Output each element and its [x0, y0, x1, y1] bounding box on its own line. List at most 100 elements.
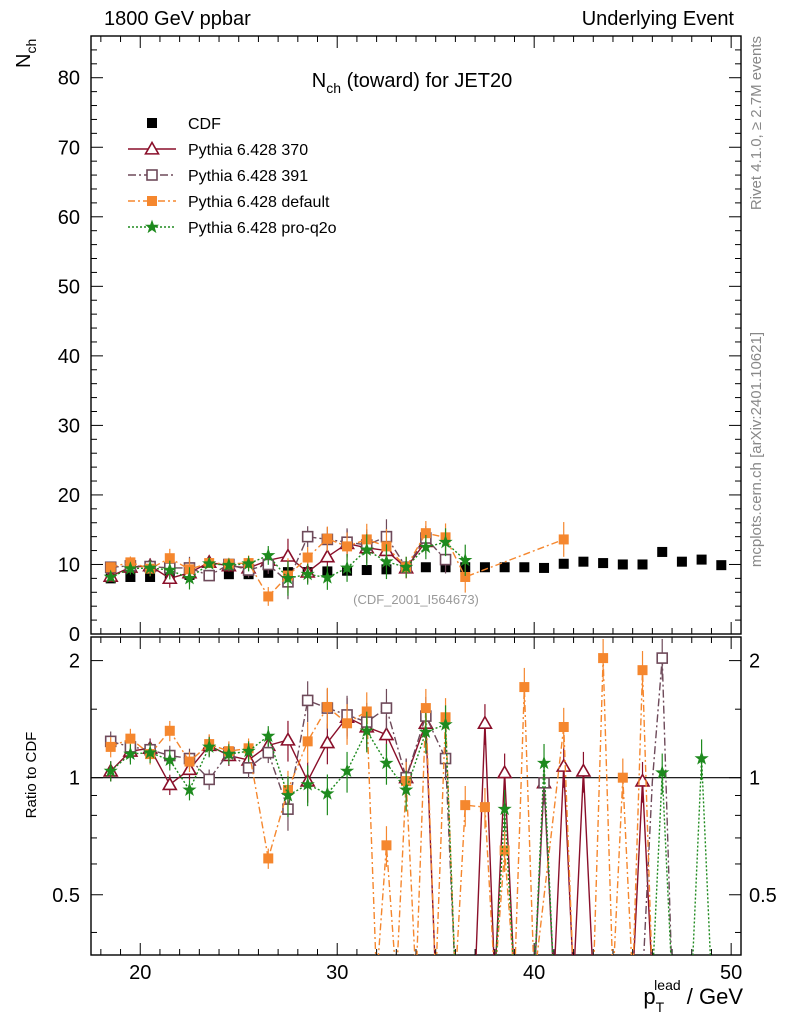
data-point — [103, 763, 118, 778]
data-point — [142, 745, 158, 759]
data-point — [123, 561, 138, 575]
watermark: (CDF_2001_I564673) — [353, 592, 479, 607]
data-point — [300, 777, 315, 791]
data-point — [322, 701, 333, 712]
data-point — [241, 743, 256, 758]
data-point — [458, 552, 473, 567]
y-tick-label: 40 — [58, 346, 80, 368]
data-point — [300, 566, 315, 581]
data-point — [598, 558, 609, 569]
data-point — [399, 559, 414, 574]
ratio-tick-label: 2 — [69, 651, 80, 673]
data-point — [182, 782, 197, 796]
data-point — [162, 562, 177, 577]
data-point — [378, 726, 395, 741]
data-point — [637, 665, 648, 676]
data-point — [182, 570, 197, 585]
data-point — [161, 776, 178, 791]
data-point — [223, 569, 234, 580]
legend-entry: Pythia 6.428 pro-q2o — [128, 219, 337, 237]
data-point — [105, 741, 116, 752]
chart-title: Nch (toward) for JET20 — [312, 70, 512, 96]
data-point — [202, 739, 217, 753]
data-point — [575, 762, 592, 777]
data-point — [262, 746, 275, 759]
data-point — [637, 559, 648, 570]
ratio-series-layer — [102, 638, 712, 955]
data-point — [147, 196, 157, 206]
data-point — [694, 751, 709, 765]
data-point — [519, 562, 530, 573]
data-point — [418, 539, 433, 554]
main-series-layer — [102, 519, 727, 606]
legend-entry: CDF — [147, 116, 221, 133]
data-point — [380, 702, 393, 714]
data-point — [578, 556, 589, 567]
data-point — [280, 570, 296, 585]
data-point — [339, 763, 355, 778]
data-point — [144, 219, 160, 234]
ratio-tick-label-right: 2 — [749, 651, 760, 673]
data-point — [125, 733, 136, 744]
x-tick-label: 40 — [523, 962, 545, 984]
ratio-tick-label: 1 — [69, 768, 80, 790]
axis-ticks — [91, 35, 741, 955]
y-tick-label: 80 — [58, 68, 80, 90]
data-point — [657, 546, 668, 557]
ratio-series-pythia-6-428-pro-q2o — [103, 705, 712, 955]
data-point — [460, 571, 471, 582]
data-point — [322, 533, 333, 544]
data-point — [164, 553, 175, 564]
data-point — [320, 786, 335, 800]
data-point — [420, 528, 431, 539]
legend-entry: Pythia 6.428 default — [128, 194, 330, 211]
data-point — [558, 721, 569, 732]
data-point — [499, 845, 510, 856]
rivet-label: Rivet 4.1.0, ≥ 2.7M events — [748, 36, 765, 210]
data-point — [145, 571, 156, 582]
data-point — [261, 547, 276, 562]
data-point — [164, 725, 175, 736]
data-point — [301, 530, 314, 543]
data-point — [617, 559, 628, 570]
y-tick-label: 70 — [58, 137, 80, 159]
data-point — [420, 562, 431, 573]
legend-label: CDF — [188, 116, 221, 133]
data-point — [302, 552, 313, 563]
y-tick-label: 60 — [58, 207, 80, 229]
y-tick-label: 30 — [58, 415, 80, 437]
header-right: Underlying Event — [581, 8, 734, 30]
series-pythia-6-428-pro-q2o — [103, 528, 473, 596]
ratio-y-axis-label: Ratio to CDF — [23, 732, 40, 819]
ratio-line — [110, 658, 653, 955]
ratio-tick-label: 0.5 — [52, 885, 80, 907]
data-point — [361, 706, 372, 717]
tick-labels: 20 30 40 50 0 10 20 30 40 50 60 70 80 0.5 0.5 1 1 2 2 — [52, 68, 777, 984]
data-point — [339, 560, 355, 575]
data-point — [242, 762, 255, 774]
data-point — [617, 772, 628, 783]
data-point — [438, 717, 453, 731]
legend-label: Pythia 6.428 370 — [188, 142, 308, 159]
header-left: 1800 GeV ppbar — [104, 8, 251, 30]
data-point — [598, 653, 609, 664]
y-tick-label: 50 — [58, 276, 80, 298]
data-point — [479, 562, 490, 573]
data-point — [342, 718, 353, 729]
legend-entry: Pythia 6.428 370 — [128, 140, 308, 159]
data-point — [203, 773, 215, 786]
data-point — [439, 752, 452, 765]
data-point — [477, 715, 493, 729]
data-point — [555, 758, 572, 772]
data-point — [418, 724, 433, 739]
data-point — [280, 787, 296, 802]
data-point — [379, 755, 394, 770]
data-point — [634, 772, 651, 787]
data-point — [263, 853, 274, 864]
data-point — [202, 556, 217, 570]
data-point — [221, 557, 236, 572]
data-point — [319, 548, 336, 563]
legend-entry: Pythia 6.428 391 — [128, 168, 308, 185]
series-line — [110, 532, 564, 598]
